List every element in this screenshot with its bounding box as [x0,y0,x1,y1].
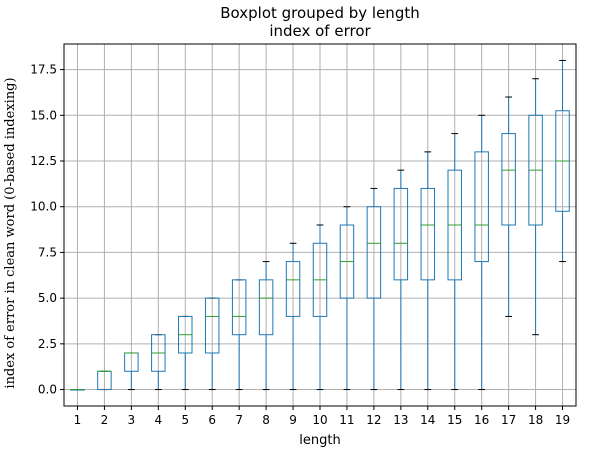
x-tick-label: 9 [289,413,297,427]
y-tick-label: 7.5 [38,245,57,259]
x-tick-label: 12 [366,413,381,427]
y-tick-label: 2.5 [38,337,57,351]
y-tick-label: 10.0 [30,200,57,214]
x-tick-label: 7 [235,413,243,427]
x-tick-label: 13 [393,413,408,427]
x-tick-label: 3 [128,413,136,427]
x-tick-label: 5 [181,413,189,427]
x-tick-label: 6 [208,413,216,427]
x-tick-label: 8 [262,413,270,427]
y-tick-label: 0.0 [38,383,57,397]
y-tick-label: 5.0 [38,291,57,305]
box-1 [71,390,84,391]
y-tick-label: 12.5 [30,154,57,168]
x-tick-label: 17 [501,413,516,427]
x-tick-label: 15 [447,413,462,427]
x-tick-label: 16 [474,413,489,427]
x-tick-label: 19 [555,413,570,427]
x-tick-label: 10 [312,413,327,427]
y-tick-label: 15.0 [30,108,57,122]
chart-subtitle: index of error [269,22,371,40]
y-tick-label: 17.5 [30,63,57,77]
x-tick-label: 1 [74,413,82,427]
y-axis-label: index of error in clean word (0-based in… [3,77,18,388]
x-tick-label: 11 [339,413,354,427]
x-axis-label: length [299,433,340,448]
box-19 [556,60,569,261]
x-tick-label: 2 [101,413,109,427]
x-tick-label: 4 [154,413,162,427]
chart-title: Boxplot grouped by length [220,4,419,22]
x-tick-label: 18 [528,413,543,427]
x-tick-label: 14 [420,413,435,427]
